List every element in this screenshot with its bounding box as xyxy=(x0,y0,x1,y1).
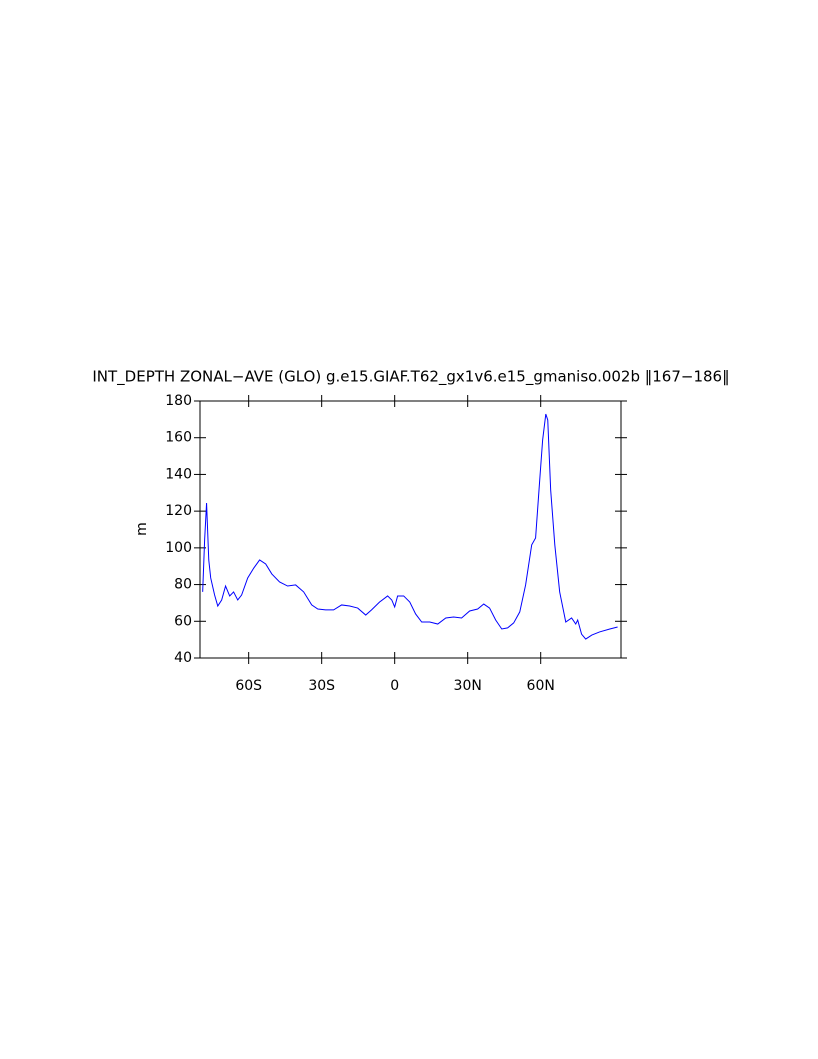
x-tick-label: 60N xyxy=(527,678,555,694)
chart-title: INT_DEPTH ZONAL−AVE (GLO) g.e15.GIAF.T62… xyxy=(92,368,729,387)
y-tick-label: 80 xyxy=(174,577,192,593)
y-tick-label: 40 xyxy=(174,650,192,666)
x-tick-label: 30S xyxy=(308,678,335,694)
y-tick-label: 120 xyxy=(165,503,192,519)
y-tick-label: 60 xyxy=(174,613,192,629)
plot-frame xyxy=(199,400,622,659)
y-axis-label: m xyxy=(134,522,150,536)
y-tick-label: 180 xyxy=(165,393,192,409)
y-tick-label: 160 xyxy=(165,430,192,446)
x-tick-label: 30N xyxy=(454,678,482,694)
x-tick-label: 0 xyxy=(390,678,399,694)
y-tick-label: 140 xyxy=(165,466,192,482)
data-line xyxy=(202,413,618,640)
y-tick-label: 100 xyxy=(165,540,192,556)
x-tick-label: 60S xyxy=(235,678,262,694)
